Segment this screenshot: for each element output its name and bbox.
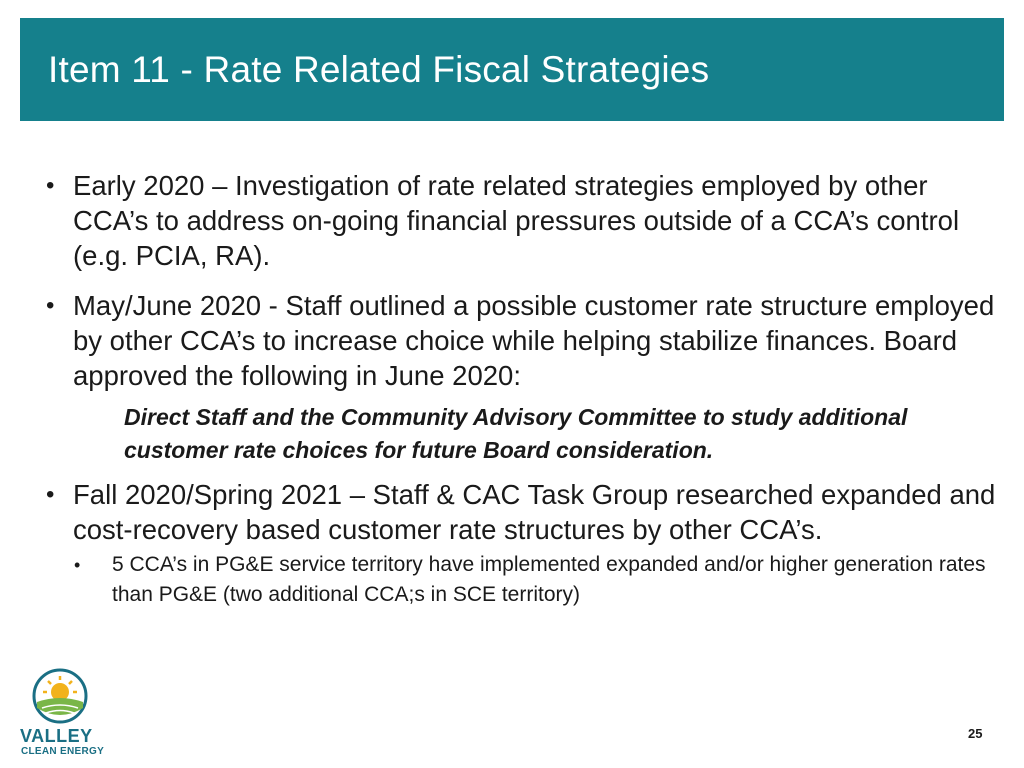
slide-title: Item 11 - Rate Related Fiscal Strategies [48, 48, 710, 90]
bullet-text: May/June 2020 - Staff outlined a possibl… [73, 290, 995, 391]
page-number: 25 [968, 726, 983, 741]
slide-content: • Early 2020 – Investigation of rate rel… [46, 168, 996, 610]
sub-bullet-icon: • [74, 555, 81, 575]
valley-clean-energy-logo: VALLEY CLEAN ENERGY [18, 668, 108, 760]
sun-over-fields-icon [32, 668, 88, 724]
sub-bullet-text: 5 CCA’s in PG&E service territory have i… [112, 553, 986, 606]
logo-name: VALLEY [20, 726, 93, 746]
bullet-item: • Fall 2020/Spring 2021 – Staff & CAC Ta… [46, 477, 996, 547]
logo-tagline: CLEAN ENERGY [21, 746, 105, 757]
bullet-icon: • [46, 172, 55, 199]
bullet-text: Early 2020 – Investigation of rate relat… [73, 170, 960, 271]
board-resolution-quote: Direct Staff and the Community Advisory … [124, 404, 908, 463]
bullet-item: • May/June 2020 - Staff outlined a possi… [46, 288, 996, 393]
bullet-icon: • [46, 481, 55, 508]
bullet-icon: • [46, 292, 55, 319]
sub-bullet-item: • 5 CCA’s in PG&E service territory have… [74, 550, 996, 610]
title-bar: Item 11 - Rate Related Fiscal Strategies [20, 18, 1004, 121]
bullet-item: • Early 2020 – Investigation of rate rel… [46, 168, 996, 273]
bullet-text: Fall 2020/Spring 2021 – Staff & CAC Task… [73, 479, 996, 545]
